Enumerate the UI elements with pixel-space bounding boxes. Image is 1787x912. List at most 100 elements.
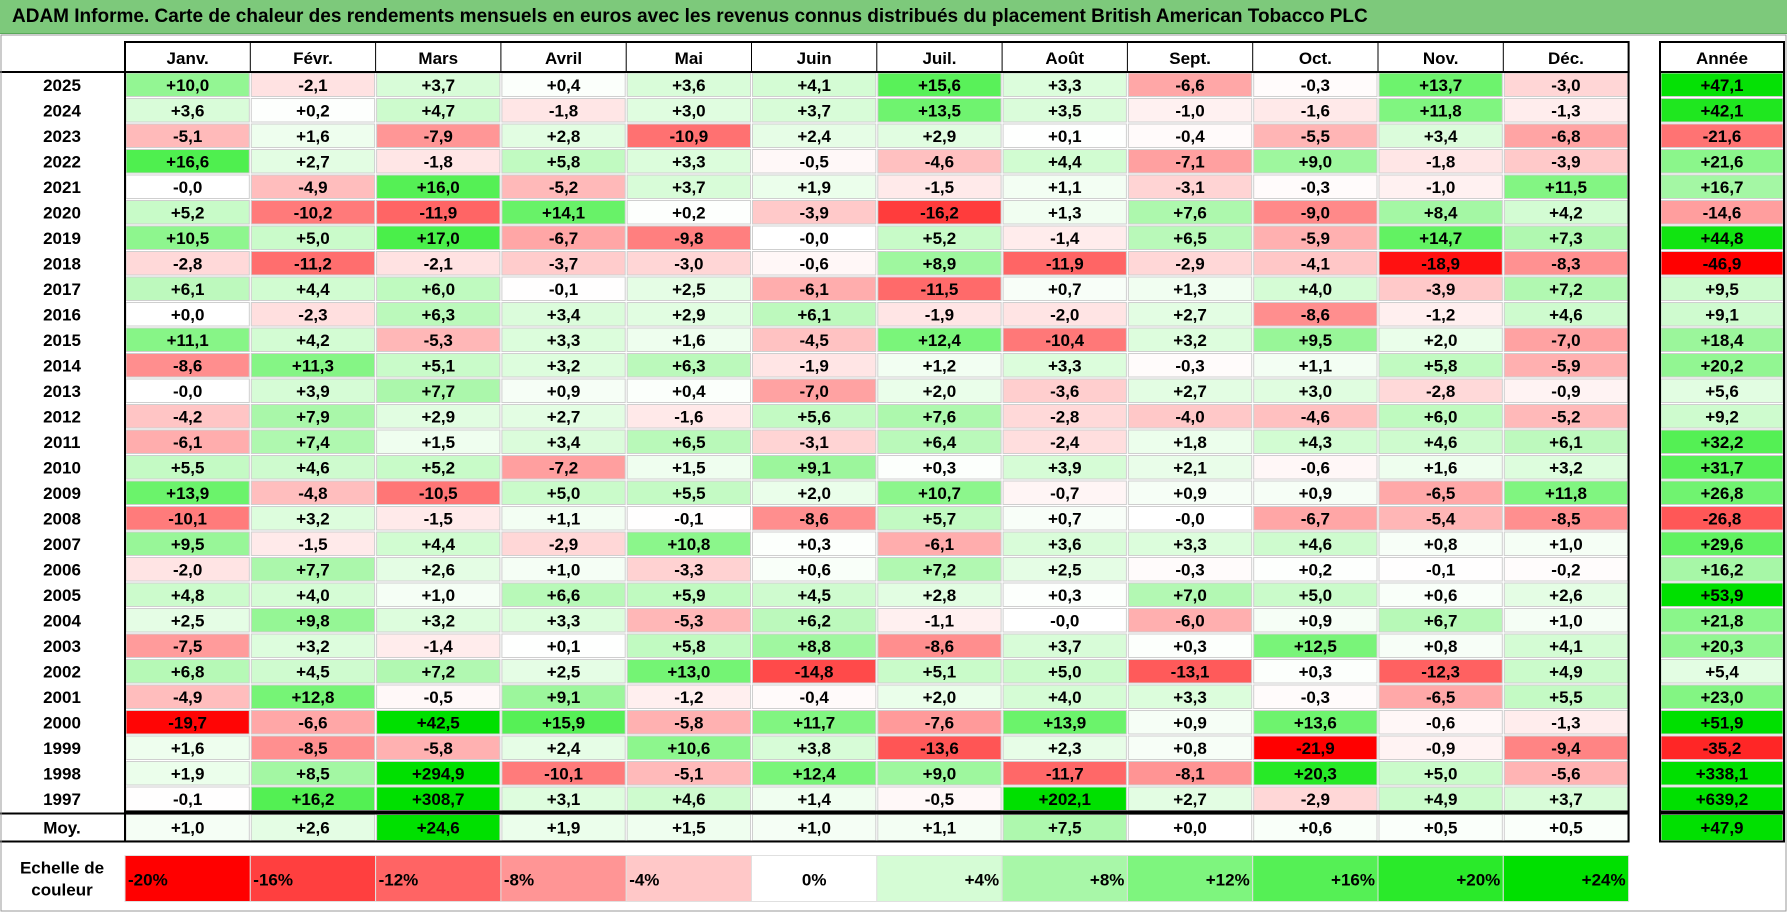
cell-value: +0,3 (923, 459, 957, 478)
heatmap-cell (1127, 506, 1253, 531)
cell-value: +4,8 (171, 586, 205, 605)
heatmap-cell (1127, 276, 1253, 301)
heatmap-cell (752, 200, 877, 225)
heatmap-cell (626, 659, 752, 684)
cell-value: -10,4 (1045, 331, 1084, 350)
heatmap-cell (1253, 608, 1378, 633)
heatmap-cell (1378, 455, 1503, 480)
cell-value: -5,4 (1426, 510, 1456, 529)
heatmap-cell (501, 506, 626, 531)
heatmap-cell (376, 251, 501, 276)
annual-value: +47,1 (1700, 76, 1743, 95)
cell-value: -3,3 (674, 561, 703, 580)
year-label: 2003 (43, 637, 81, 656)
heatmap-cell (877, 455, 1002, 480)
heatmap-cell (877, 404, 1002, 429)
heatmap-cell (1127, 455, 1253, 480)
cell-value: +1,0 (1549, 535, 1583, 554)
cell-value: +1,5 (421, 433, 455, 452)
average-label: Moy. (43, 819, 80, 838)
cell-value: -0,0 (1050, 612, 1079, 631)
cell-value: +7,4 (296, 433, 330, 452)
cell-value: -0,0 (173, 382, 202, 401)
cell-value: +0,9 (1299, 612, 1333, 631)
heatmap-cell (877, 251, 1002, 276)
cell-value: +2,9 (421, 408, 455, 427)
cell-value: +2,0 (1424, 331, 1458, 350)
cell-value: -8,1 (1175, 765, 1204, 784)
cell-value: -0,5 (925, 790, 954, 809)
cell-value: -0,3 (1301, 76, 1330, 95)
cell-value: +15,6 (918, 76, 961, 95)
scale-swatch (1252, 855, 1379, 902)
month-label: Août (1045, 49, 1084, 68)
cell-value: +2,9 (672, 306, 706, 325)
cell-value: -16,2 (920, 204, 959, 223)
cell-value: +6,1 (171, 280, 205, 299)
cell-value: +1,6 (672, 331, 706, 350)
scale-swatch (751, 855, 878, 902)
heatmap-cell (626, 251, 752, 276)
cell-value: -6,7 (1301, 510, 1330, 529)
cell-value: +5,5 (672, 484, 706, 503)
cell-value: +2,5 (171, 612, 205, 631)
heatmap-cell (1002, 710, 1127, 735)
annual-value: +9,1 (1705, 306, 1739, 325)
cell-value: +6,3 (421, 306, 455, 325)
cell-value: +5,0 (1299, 586, 1333, 605)
cell-value: +4,4 (296, 280, 330, 299)
cell-value: +10,5 (166, 229, 209, 248)
cell-value: +1,0 (421, 586, 455, 605)
heatmap-cell (752, 98, 877, 123)
cell-value: +3,6 (672, 76, 706, 95)
cell-value: +13,9 (1043, 714, 1086, 733)
cell-value: -1,9 (925, 306, 954, 325)
cell-value: +4,2 (296, 331, 330, 350)
annual-value: +42,1 (1700, 102, 1743, 121)
heatmap-cell (501, 200, 626, 225)
cell-value: +4,9 (1549, 663, 1583, 682)
heatmap-cell (1378, 633, 1503, 658)
heatmap-cell (626, 506, 752, 531)
heatmap-cell (250, 761, 376, 786)
cell-value: +3,0 (672, 102, 706, 121)
heatmap-cell (1378, 429, 1503, 454)
cell-value: -12,3 (1421, 663, 1460, 682)
heatmap-cell (877, 225, 1002, 250)
scale-label: Echelle de (20, 859, 104, 878)
heatmap-cell (1002, 302, 1127, 327)
cell-value: +13,9 (166, 484, 209, 503)
heatmap-cell (752, 123, 877, 148)
annual-value: +31,7 (1700, 459, 1743, 478)
cell-value: +13,5 (918, 102, 961, 121)
cell-value: +3,3 (547, 331, 581, 350)
cell-value: +12,4 (918, 331, 962, 350)
heatmap-cell (877, 378, 1002, 403)
cell-value: +2,0 (923, 382, 957, 401)
cell-value: +5,0 (547, 484, 581, 503)
heatmap-cell (250, 98, 376, 123)
year-label: 2012 (43, 408, 81, 427)
cell-value: +10,7 (918, 484, 961, 503)
heatmap-cell (1378, 225, 1503, 250)
cell-value: -0,3 (1175, 357, 1204, 376)
cell-value: +5,9 (672, 586, 706, 605)
cell-value: +7,2 (421, 663, 455, 682)
heatmap-cell (250, 200, 376, 225)
cell-value: -5,9 (1301, 229, 1330, 248)
scale-swatch (876, 855, 1003, 902)
cell-value: -2,9 (1301, 790, 1330, 809)
cell-value: -21,9 (1296, 739, 1335, 758)
cell-value: +4,6 (1549, 306, 1583, 325)
heatmap-cell (1002, 378, 1127, 403)
cell-value: +3,3 (1173, 688, 1207, 707)
month-label: Févr. (293, 49, 333, 68)
cell-value: +2,1 (1173, 459, 1207, 478)
cell-value: +4,7 (421, 102, 455, 121)
cell-value: -0,6 (800, 255, 829, 274)
cell-value: +1,0 (547, 561, 581, 580)
heatmap-cell (1378, 480, 1503, 505)
scale-step-label: +20% (1456, 871, 1500, 890)
scale-step-label: -12% (379, 871, 419, 890)
heatmap-cell (1127, 659, 1253, 684)
